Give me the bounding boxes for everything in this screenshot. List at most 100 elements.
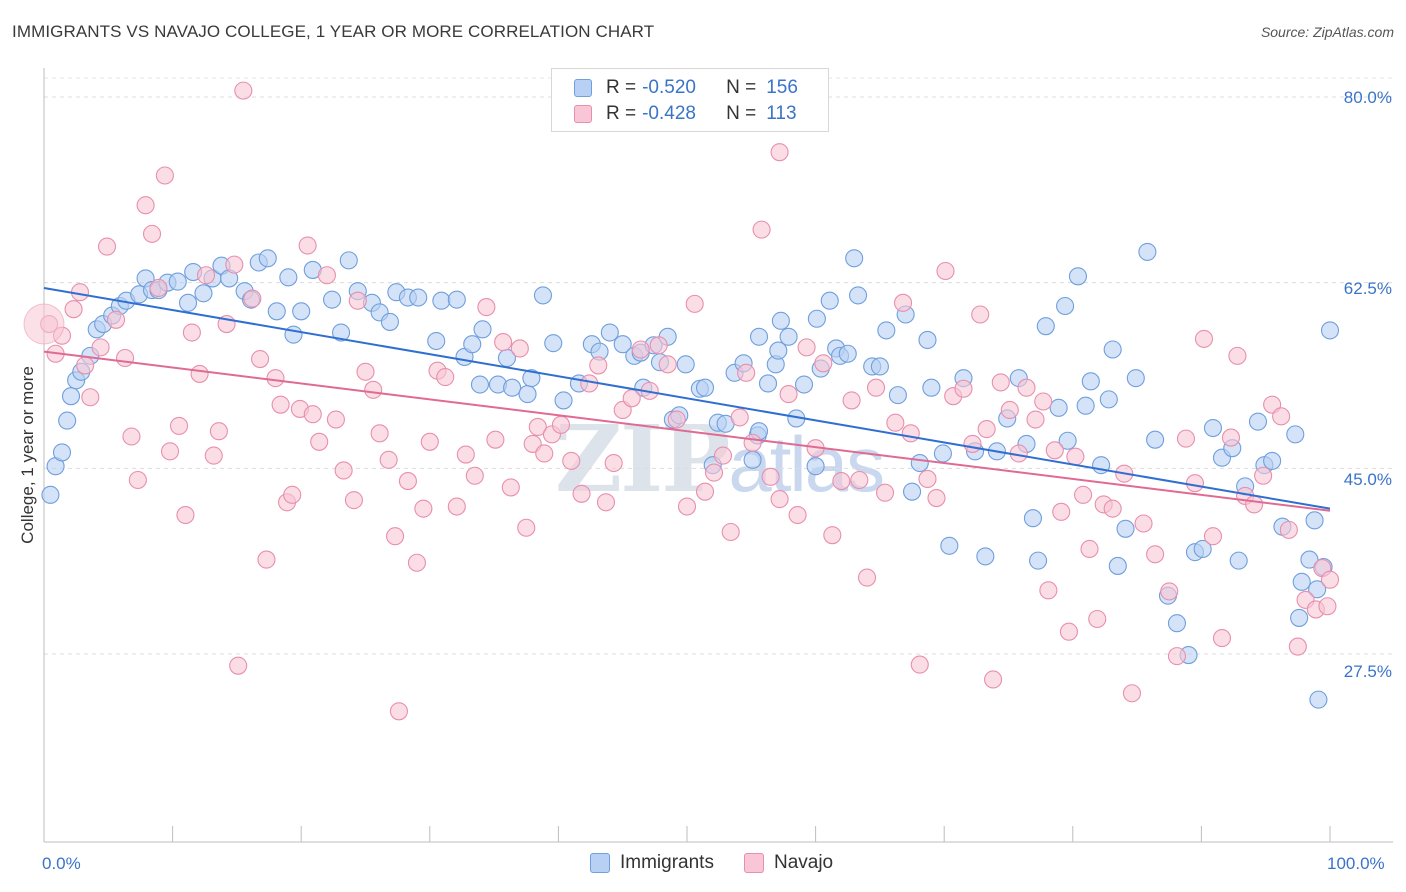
legend-r-label: R = (606, 103, 637, 124)
navajo-point (823, 526, 842, 545)
immigrants-point (1146, 430, 1165, 449)
navajo-point (779, 385, 798, 404)
navajo-point (364, 380, 383, 399)
immigrants-point (758, 374, 778, 393)
navajo-point (721, 522, 740, 542)
immigrants-point (258, 249, 277, 268)
bottom-legend: Immigrants Navajo (590, 852, 863, 874)
bottom-legend-swatch-immigrants (590, 853, 610, 873)
navajo-point (204, 446, 223, 465)
immigrants-point (1023, 509, 1042, 528)
navajo-point (1080, 539, 1099, 559)
navajo-point (169, 416, 189, 435)
immigrants-trend-line (43, 286, 1331, 510)
navajo-point (910, 655, 929, 674)
navajo-point (389, 702, 408, 721)
navajo-point (348, 291, 367, 310)
y-tick-label: 62.5% (1343, 279, 1392, 298)
navajo-point (589, 356, 608, 375)
navajo-point (850, 470, 869, 490)
navajo-point (886, 413, 905, 432)
navajo-point (658, 355, 677, 374)
navajo-point (704, 463, 724, 482)
immigrants-point (1099, 390, 1118, 409)
navajo-point (977, 420, 996, 439)
navajo-point (788, 505, 807, 525)
immigrants-point (473, 320, 492, 339)
navajo-point (64, 300, 83, 319)
immigrants-point (1203, 418, 1223, 438)
immigrants-point (1068, 267, 1087, 286)
navajo-point (1185, 474, 1205, 493)
navajo-point (271, 395, 290, 414)
immigrants-point (463, 335, 482, 354)
navajo-point (677, 497, 697, 516)
navajo-point (667, 410, 686, 429)
navajo-point (737, 363, 756, 382)
navajo-point (1318, 597, 1337, 616)
navajo-point (901, 424, 920, 443)
navajo-point (196, 266, 216, 285)
navajo-point (398, 472, 417, 491)
immigrants-point (1029, 551, 1048, 570)
y-tick-label: 80.0% (1343, 88, 1392, 107)
navajo-point (1122, 684, 1142, 703)
immigrants-point (600, 323, 619, 342)
bottom-legend-label-immigrants: Immigrants (620, 852, 714, 873)
navajo-point (1221, 428, 1241, 447)
bottom-legend-navajo: Navajo (743, 852, 833, 874)
navajo-point (510, 339, 529, 358)
immigrants-point (284, 325, 303, 344)
navajo-point (842, 391, 861, 410)
navajo-point (1045, 441, 1064, 460)
legend-swatch-navajo (574, 105, 592, 123)
navajo-point (1066, 447, 1085, 466)
navajo-point (743, 433, 762, 452)
navajo-point (936, 261, 955, 281)
navajo-point (730, 408, 749, 427)
navajo-point (918, 469, 937, 488)
navajo-point (551, 415, 571, 434)
immigrants-point (845, 249, 864, 268)
navajo-point (685, 294, 704, 313)
immigrants-point (749, 327, 769, 346)
source-label: Source: ZipAtlas.com (1260, 24, 1394, 40)
navajo-point (436, 368, 455, 387)
navajo-point (1194, 329, 1214, 348)
navajo-point (234, 81, 253, 100)
navajo-point (465, 466, 484, 485)
legend-row-navajo: R = -0.428 N = 113 (574, 102, 797, 126)
immigrants-point (409, 288, 428, 307)
immigrants-point (533, 286, 553, 305)
navajo-point (243, 289, 262, 308)
legend-r-value: -0.428 (642, 103, 696, 124)
navajo-point (229, 656, 248, 675)
navajo-point (190, 364, 209, 383)
legend-swatch-immigrants (574, 79, 592, 97)
navajo-point (752, 220, 771, 239)
navajo-point (225, 255, 244, 274)
immigrants-point (807, 309, 826, 328)
navajo-point (1288, 637, 1307, 656)
immigrants-point (976, 547, 995, 566)
navajo-point-large (23, 303, 65, 345)
navajo-point (1000, 400, 1019, 420)
navajo-point (310, 432, 329, 451)
immigrants-point (52, 443, 72, 462)
navajo-point (283, 485, 302, 504)
navajo-point (160, 442, 180, 461)
navajo-point (486, 430, 505, 449)
immigrants-point (544, 334, 563, 353)
immigrants-point (743, 450, 762, 469)
navajo-point (149, 278, 168, 298)
x-axis-min-label: 0.0% (42, 854, 81, 873)
immigrants-point (323, 290, 342, 309)
immigrants-point (1193, 539, 1212, 559)
immigrants-point (806, 457, 825, 476)
y-axis-title: College, 1 year or more (18, 366, 37, 544)
immigrants-point (1320, 321, 1340, 340)
immigrants-point (332, 323, 351, 342)
navajo-point (713, 446, 733, 465)
navajo-point (344, 491, 363, 510)
immigrants-point (61, 387, 81, 406)
